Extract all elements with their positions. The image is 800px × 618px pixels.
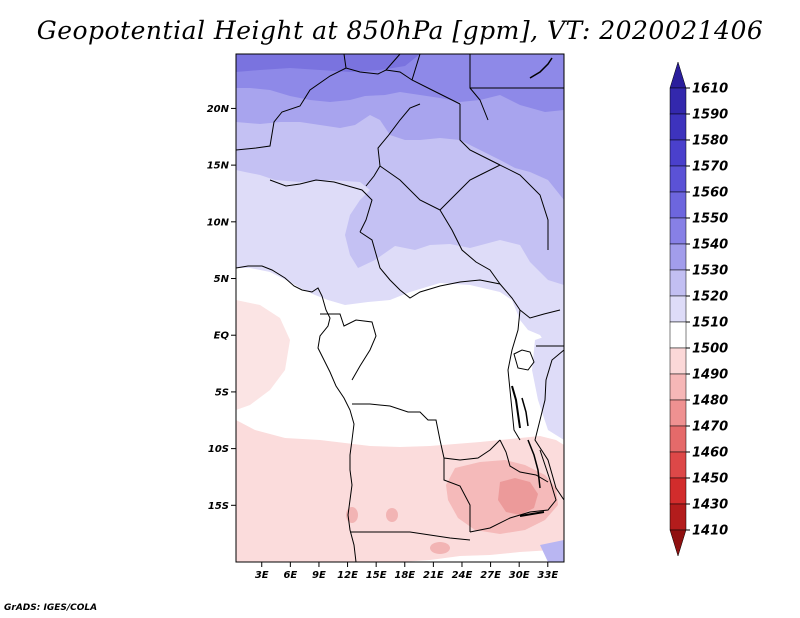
lon-label: 3E (255, 570, 269, 581)
lon-label: 21E (423, 570, 444, 581)
map-title: Geopotential Height at 850hPa [gpm], VT:… (36, 16, 764, 45)
latitude-axis: 20N 15N 10N 5N EQ 5S 10S 15S (207, 104, 236, 512)
lon-label: 6E (283, 570, 297, 581)
colorbar-label: 1530 (692, 264, 728, 279)
colorbar-label: 1460 (692, 446, 728, 461)
colorbar-label: 1570 (692, 160, 728, 175)
colorbar-segment (669, 347, 687, 375)
lon-label: 9E (312, 570, 326, 581)
colorbar-segment (669, 269, 687, 297)
lon-label: 18E (394, 570, 415, 581)
lon-label: 33E (537, 570, 558, 581)
colorbar-segment (669, 425, 687, 453)
colorbar-label: 1580 (692, 134, 728, 149)
grads-credit: GrADS: IGES/COLA (4, 603, 98, 613)
lat-label: 10S (208, 444, 229, 455)
colorbar-label: 1450 (692, 472, 728, 487)
colorbar-segment (669, 399, 687, 427)
country-boundaries (236, 54, 564, 562)
colorbar-segment (669, 113, 687, 141)
lon-label: 24E (452, 570, 473, 581)
lon-label: 12E (337, 570, 358, 581)
colorbar-label: 1610 (692, 82, 728, 97)
colorbar-bottom-arrow (669, 529, 687, 557)
colorbar-label: 1430 (692, 498, 728, 513)
lat-label: 20N (207, 104, 230, 115)
colorbar-label: 1410 (692, 524, 728, 539)
field-shading (236, 54, 564, 562)
colorbar-label: 1500 (692, 342, 728, 357)
colorbar-segment (669, 503, 687, 531)
colorbar-segment (669, 477, 687, 505)
lat-label: 15N (207, 161, 230, 172)
colorbar-label: 1520 (692, 290, 728, 305)
colorbar-segment (669, 217, 687, 245)
lon-label: 15E (366, 570, 387, 581)
colorbar-label: 1480 (692, 394, 728, 409)
lat-label: EQ (214, 331, 230, 342)
lat-label: 5N (214, 274, 230, 285)
colorbar-segment (669, 295, 687, 323)
longitude-axis: 3E 6E 9E 12E 15E 18E 21E 24E 27E 30E 33E (255, 562, 558, 581)
colorbar-label: 1510 (692, 316, 728, 331)
colorbar-segment (669, 451, 687, 479)
colorbar-segment (669, 373, 687, 401)
lat-label: 5S (215, 387, 229, 398)
colorbar-label: 1550 (692, 212, 728, 227)
colorbar: 1610 1590 1580 1570 1560 1550 1540 1530 1520 1510… (669, 61, 728, 557)
lat-label: 15S (208, 501, 229, 512)
colorbar-segment (669, 191, 687, 219)
band-1470-1480 (498, 478, 538, 515)
colorbar-label: 1560 (692, 186, 728, 201)
colorbar-segment (669, 243, 687, 271)
colorbar-label: 1470 (692, 420, 728, 435)
colorbar-top-arrow (669, 61, 687, 89)
lat-label: 10N (207, 217, 230, 228)
colorbar-label: 1590 (692, 108, 728, 123)
lon-label: 27E (480, 570, 501, 581)
colorbar-segment (669, 165, 687, 193)
colorbar-segment (669, 321, 687, 349)
lon-label: 30E (509, 570, 530, 581)
colorbar-segment (669, 139, 687, 167)
colorbar-segment (669, 87, 687, 115)
colorbar-label: 1490 (692, 368, 728, 383)
map-frame (235, 53, 565, 563)
colorbar-label: 1540 (692, 238, 728, 253)
